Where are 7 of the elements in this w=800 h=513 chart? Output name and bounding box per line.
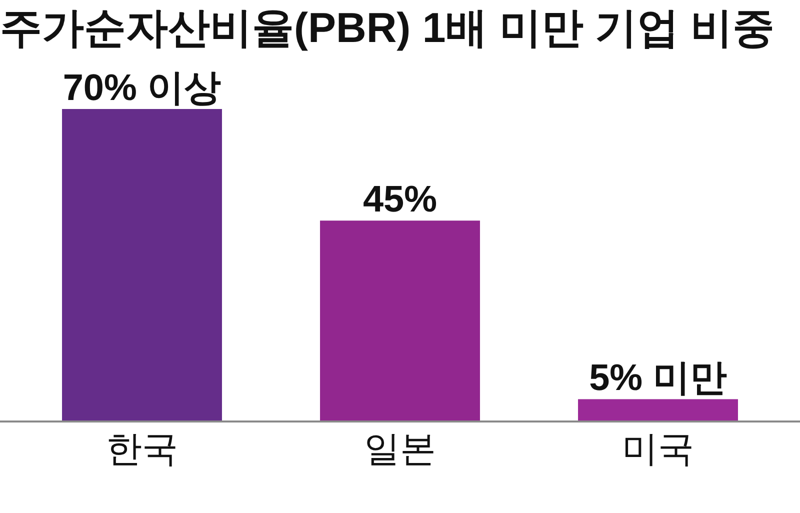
data-label: 70% 이상 bbox=[62, 67, 222, 108]
data-label: 45% bbox=[362, 178, 438, 220]
x-tick-label: 미국 bbox=[622, 428, 694, 469]
x-tick-label: 일본 bbox=[364, 428, 436, 469]
x-tick-label: 한국 bbox=[106, 428, 178, 469]
chart-title: 주가순자산비율(PBR) 1배 미만 기업 비중 bbox=[0, 4, 775, 51]
data-label: 5% 미만 bbox=[589, 357, 727, 398]
